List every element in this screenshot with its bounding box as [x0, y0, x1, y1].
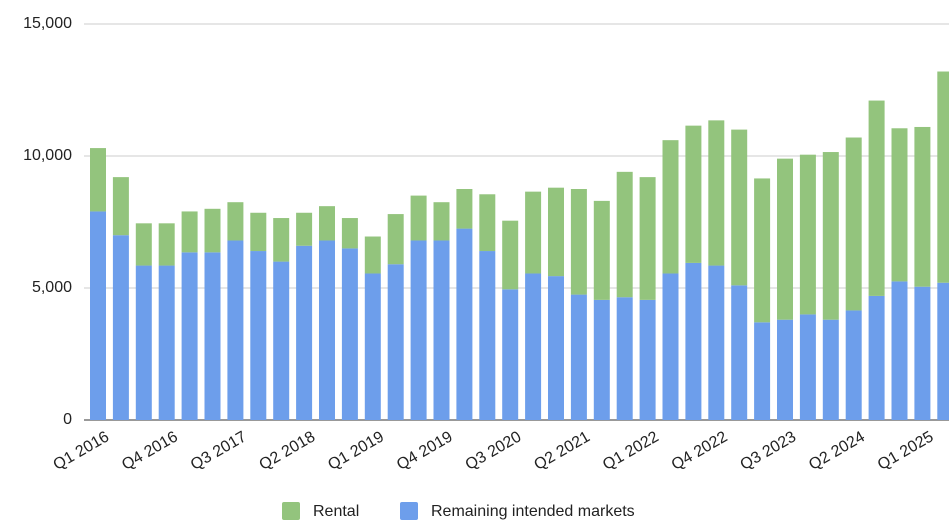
bar-segment: [914, 126, 931, 287]
bar-segment: [570, 294, 587, 420]
x-tick-label: Q4 2019: [394, 428, 456, 473]
bar-segment: [548, 187, 564, 277]
bar-segment: [891, 128, 908, 282]
x-tick-label: Q3 2017: [188, 428, 250, 473]
bar-segment: [777, 158, 793, 320]
bar-segment: [341, 218, 358, 249]
bar-segment: [891, 281, 908, 420]
bar-segment: [135, 265, 152, 420]
bar-segment: [502, 220, 519, 290]
legend-swatch: [282, 502, 300, 520]
bar-segment: [319, 240, 335, 420]
bar-segment: [799, 314, 816, 420]
bar-segment: [181, 252, 198, 420]
y-tick-label: 0: [63, 411, 72, 428]
x-tick-label: Q1 2016: [50, 428, 112, 473]
bar-segment: [296, 245, 313, 420]
bar-segment: [845, 310, 862, 420]
bar-segment: [822, 319, 839, 420]
bar-segment: [616, 171, 633, 298]
bar-segment: [548, 276, 564, 420]
bar-segment: [502, 289, 519, 420]
bar-segment: [296, 212, 313, 246]
bar-segment: [731, 129, 748, 286]
bar-segment: [456, 189, 473, 229]
x-tick-label: Q2 2018: [257, 428, 319, 473]
legend-label: Rental: [313, 503, 359, 520]
bar-segment: [90, 211, 106, 420]
bar-segment: [731, 285, 748, 420]
bar-segment: [593, 299, 610, 420]
bar-segment: [112, 235, 129, 420]
bar-segment: [456, 228, 473, 420]
bar-segment: [204, 252, 221, 420]
bar-segment: [593, 200, 610, 300]
bar-segment: [158, 265, 175, 420]
bar-segment: [799, 154, 816, 315]
bar-segment: [341, 248, 358, 420]
bar-segment: [158, 223, 175, 266]
bar-segment: [639, 177, 656, 300]
legend-swatch: [400, 502, 418, 520]
bar-segment: [525, 191, 542, 274]
y-tick-label: 10,000: [23, 147, 72, 164]
bar-segment: [135, 223, 152, 266]
x-tick-label: Q3 2023: [737, 428, 799, 473]
bar-segment: [433, 202, 450, 241]
bar-segment: [364, 273, 381, 420]
bar-segment: [433, 240, 450, 420]
y-tick-label: 5,000: [32, 279, 72, 296]
bar-segment: [387, 214, 404, 265]
bar-segment: [273, 218, 290, 262]
bar-segment: [112, 177, 129, 236]
bar-segment: [845, 137, 862, 311]
legend-label: Remaining intended markets: [431, 503, 635, 520]
bar-segment: [639, 299, 656, 420]
bar-segment: [479, 194, 496, 252]
bar-segment: [708, 120, 725, 266]
bar-segment: [273, 261, 290, 420]
bar-segment: [685, 262, 702, 420]
bar-segment: [914, 286, 931, 420]
bar-segment: [250, 212, 267, 252]
x-tick-label: Q4 2016: [119, 428, 181, 473]
bar-segment: [754, 322, 771, 420]
bar-segment: [227, 202, 244, 241]
bar-segment: [204, 208, 221, 253]
bar-segment: [250, 251, 267, 420]
x-tick-label: Q2 2024: [806, 428, 868, 473]
bar-segment: [364, 236, 381, 274]
bar-segment: [685, 125, 702, 263]
bar-segment: [662, 140, 679, 274]
bar-segment: [868, 295, 885, 420]
bar-segment: [387, 264, 404, 420]
bar-segment: [90, 148, 106, 212]
bar-segment: [662, 273, 679, 420]
bar-segment: [227, 240, 244, 420]
bar-segment: [319, 206, 335, 241]
bar-segment: [937, 71, 949, 283]
x-tick-label: Q2 2021: [531, 428, 593, 473]
bar-segment: [822, 152, 839, 320]
bar-segment: [410, 240, 427, 420]
bar-segment: [777, 319, 793, 420]
y-tick-label: 15,000: [23, 15, 72, 32]
x-tick-label: Q1 2019: [325, 428, 387, 473]
bar-segment: [181, 211, 198, 253]
bar-segment: [868, 100, 885, 296]
x-tick-label: Q1 2025: [875, 428, 937, 473]
bar-segment: [479, 251, 496, 420]
bar-segment: [754, 178, 771, 323]
bar-segment: [570, 189, 587, 295]
bar-segment: [937, 282, 949, 420]
x-tick-label: Q4 2022: [669, 428, 731, 473]
bar-segment: [410, 195, 427, 241]
bar-segment: [525, 273, 542, 420]
bar-segment: [708, 265, 725, 420]
x-tick-label: Q3 2020: [463, 428, 525, 473]
bar-segment: [616, 297, 633, 420]
x-tick-label: Q1 2022: [600, 428, 662, 473]
